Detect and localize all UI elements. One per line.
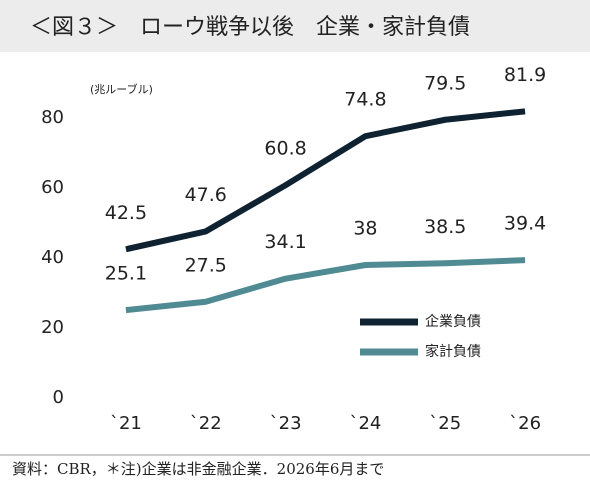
x-tick-label: `24 (349, 413, 381, 434)
data-label: 39.4 (504, 213, 546, 235)
x-tick-label: `23 (270, 413, 302, 434)
data-label: 60.8 (264, 138, 306, 160)
legend-label: 家計負債 (425, 343, 481, 360)
data-label: 38.5 (424, 216, 466, 238)
series-line (125, 257, 526, 314)
data-label: 79.5 (424, 72, 466, 94)
y-tick-label: 80 (41, 107, 64, 128)
source-note: 資料：CBR，＊注)企業は非金融企業．2026年6月まで (12, 460, 384, 478)
data-label: 74.8 (344, 89, 386, 111)
data-label: 25.1 (105, 263, 147, 285)
data-label: 47.6 (185, 184, 227, 206)
legend-label: 企業負債 (425, 313, 481, 330)
data-label: 34.1 (264, 231, 306, 253)
series-line (125, 108, 526, 253)
y-tick-label: 40 (41, 247, 64, 268)
x-tick-label: `25 (429, 413, 461, 434)
data-label: 42.5 (105, 202, 147, 224)
chart-title: ＜図３＞ ローウ戦争以後 企業・家計負債 (30, 15, 470, 40)
y-axis-label: (兆ルーブル) (90, 82, 153, 96)
data-label: 27.5 (185, 254, 227, 276)
y-tick-label: 60 (41, 177, 64, 198)
y-tick-label: 0 (53, 387, 64, 408)
x-tick-label: `26 (509, 413, 541, 434)
x-tick-label: `21 (110, 413, 142, 434)
title-band (0, 0, 590, 52)
data-label: 81.9 (504, 64, 546, 86)
data-label: 38 (353, 218, 377, 240)
y-tick-label: 20 (41, 317, 64, 338)
x-tick-label: `22 (190, 413, 222, 434)
